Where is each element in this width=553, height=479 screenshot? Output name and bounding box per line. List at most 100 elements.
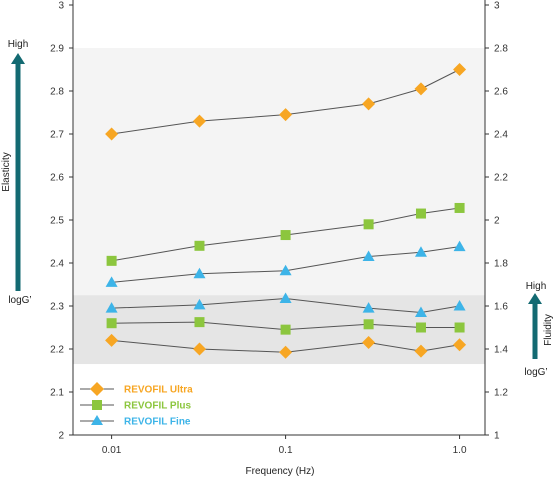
fluidity-axis-label: Fluidity [543, 314, 553, 346]
left-tick-label: 2.1 [50, 388, 64, 399]
data-point-diamond [105, 333, 119, 347]
right-tick-label: 1.8 [494, 259, 508, 270]
data-point-square [454, 202, 465, 213]
data-point-triangle [193, 298, 206, 310]
legend-item-ultra: REVOFIL Ultra [80, 382, 193, 396]
left-tick-label: 2.3 [50, 302, 64, 313]
data-point-triangle [453, 240, 466, 252]
right-tick-label: 1.2 [494, 388, 508, 399]
elasticity-loggprime-label: logG’ [8, 295, 31, 306]
data-point-diamond [279, 108, 293, 122]
background-band-0 [73, 48, 485, 306]
fluidity-series-revofil-fine [105, 292, 466, 317]
data-point-triangle [105, 302, 118, 313]
right-tick-label: 3 [494, 1, 500, 12]
series-line [111, 321, 460, 331]
data-point-triangle [453, 300, 466, 311]
fluidity-series-revofil-ultra [105, 333, 467, 359]
left-tick-label: 2.4 [50, 259, 64, 270]
data-point-diamond [105, 127, 119, 141]
elasticity-high-label: High [8, 39, 29, 50]
fluidity-loggprime-label: logG’ [524, 367, 547, 378]
data-point-square [415, 208, 426, 219]
data-point-square [106, 318, 117, 329]
legend-label-ultra: REVOFIL Ultra [124, 385, 193, 396]
elasticity-axis-label: Elasticity [1, 152, 12, 191]
right-tick-label: 1 [494, 431, 500, 442]
data-point-square [106, 255, 117, 266]
fluidity-high-label: High [526, 281, 547, 292]
data-point-diamond [453, 338, 467, 352]
data-point-triangle [414, 246, 427, 257]
series-line [111, 297, 460, 313]
data-point-diamond [362, 97, 376, 111]
x-axis-title: Frequency (Hz) [246, 466, 315, 477]
data-point-triangle [105, 276, 118, 287]
right-tick-label: 2.4 [494, 130, 508, 141]
left-tick-label: 2.9 [50, 44, 64, 55]
series-line [111, 246, 460, 283]
data-point-triangle [414, 306, 427, 317]
right-tick-label: 2.2 [494, 173, 508, 184]
data-point-square [454, 322, 465, 333]
data-point-triangle [193, 267, 206, 279]
legend-label-plus: REVOFIL Plus [124, 401, 191, 412]
data-point-square [280, 230, 291, 241]
elasticity-series-revofil-fine [105, 240, 466, 287]
data-series [105, 63, 467, 359]
right-tick-label: 1.4 [494, 345, 508, 356]
left-tick-label: 3 [58, 1, 64, 12]
x-tick-label: 0.01 [102, 445, 122, 456]
data-point-square [363, 319, 374, 330]
x-tick-label: 1.0 [453, 445, 467, 456]
series-line [111, 207, 460, 262]
x-tick-label: 0.1 [279, 445, 293, 456]
data-point-diamond [192, 342, 206, 356]
axes: 2 2.1 2.2 2.3 2.4 2.5 2.6 2.7 2.8 2.9 3 1 1.2 1.4 1.6 1… [50, 0, 508, 456]
legend-triangle-icon [91, 415, 103, 425]
data-point-diamond [414, 82, 428, 96]
left-tick-label: 2.7 [50, 130, 64, 141]
right-tick-label: 2.6 [494, 87, 508, 98]
series-line [111, 339, 460, 353]
legend: REVOFIL Ultra REVOFIL Plus REVOFIL Fine [80, 382, 193, 428]
legend-square-icon [92, 400, 102, 410]
data-point-diamond [453, 63, 467, 76]
legend-item-fine: REVOFIL Fine [80, 415, 191, 428]
fluidity-arrow-head [528, 293, 542, 304]
elasticity-arrow-shaft [15, 63, 21, 291]
elasticity-series-revofil-plus [106, 202, 465, 266]
left-tick-label: 2.8 [50, 87, 64, 98]
left-tick-label: 2.2 [50, 345, 64, 356]
data-point-diamond [192, 114, 206, 128]
left-tick-label: 2 [58, 431, 64, 442]
left-tick-label: 2.6 [50, 173, 64, 184]
elasticity-arrow-head [11, 53, 25, 64]
right-tick-label: 1.6 [494, 302, 508, 313]
legend-diamond-icon [90, 382, 104, 396]
fluidity-arrow-shaft [532, 303, 538, 359]
data-point-triangle [362, 250, 375, 262]
data-point-diamond [279, 345, 293, 359]
elasticity-indicator: High Elasticity logG’ [1, 39, 32, 306]
series-line [111, 69, 460, 135]
data-point-square [280, 324, 291, 335]
elasticity-series-revofil-ultra [105, 63, 467, 141]
left-tick-label: 2.5 [50, 216, 64, 227]
data-point-diamond [362, 336, 376, 350]
data-point-triangle [362, 302, 375, 313]
legend-label-fine: REVOFIL Fine [124, 417, 191, 428]
data-point-square [194, 317, 205, 328]
data-point-square [415, 322, 426, 333]
legend-item-plus: REVOFIL Plus [80, 400, 191, 412]
data-point-square [194, 240, 205, 251]
data-point-triangle [279, 292, 292, 303]
fluidity-indicator: High Fluidity logG’ [524, 281, 553, 378]
fluidity-series-revofil-plus [106, 317, 465, 335]
data-point-square [363, 219, 374, 230]
right-tick-label: 2 [494, 216, 500, 227]
right-tick-label: 2.8 [494, 44, 508, 55]
data-point-diamond [414, 344, 428, 358]
data-point-triangle [279, 264, 292, 276]
